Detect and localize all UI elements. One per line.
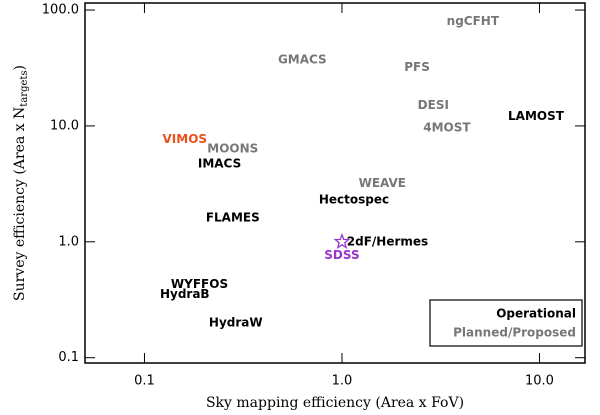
point-label: 4MOST: [423, 120, 471, 134]
point-label: WYFFOS: [171, 277, 228, 291]
y-tick-label: 1.0: [58, 234, 79, 249]
point-label: WEAVE: [359, 176, 406, 190]
point-label: SDSS: [324, 248, 359, 262]
point-label: VIMOS: [163, 132, 208, 146]
point-label: MOONS: [207, 142, 258, 156]
legend-box: [429, 299, 583, 347]
star-marker: [333, 232, 351, 249]
y-axis-label-subscript: targets: [19, 70, 30, 106]
x-axis-label: Sky mapping efficiency (Area x FoV): [206, 395, 464, 411]
y-axis-label-text: Survey efficiency (Area x N: [12, 107, 28, 301]
legend-entry: Operational: [496, 307, 576, 321]
y-tick-label: 100.0: [42, 3, 79, 18]
point-label: LAMOST: [508, 109, 565, 123]
point-label: DESI: [418, 98, 449, 112]
y-axis-label: Survey efficiency (Area x Ntargets): [12, 65, 30, 301]
point-label: ngCFHT: [447, 14, 500, 28]
point-label: GMACS: [278, 53, 327, 67]
x-tick-label: 1.0: [332, 374, 353, 389]
y-tick-label: 0.1: [58, 350, 79, 365]
y-axis-label-suffix: ): [12, 65, 28, 70]
y-tick-label: 10.0: [50, 118, 79, 133]
point-label: HydraB: [160, 287, 210, 301]
point-label: PFS: [404, 60, 430, 74]
point-label: Hectospec: [319, 192, 389, 206]
point-label: HydraW: [209, 315, 263, 329]
point-label: IMACS: [198, 156, 241, 170]
point-label: 2dF/Hermes: [347, 234, 428, 248]
plot-frame: [84, 2, 586, 364]
point-label: FLAMES: [206, 211, 260, 225]
x-tick-label: 0.1: [134, 374, 155, 389]
x-tick-label: 10.0: [525, 374, 554, 389]
legend-entry: Planned/Proposed: [453, 326, 576, 340]
